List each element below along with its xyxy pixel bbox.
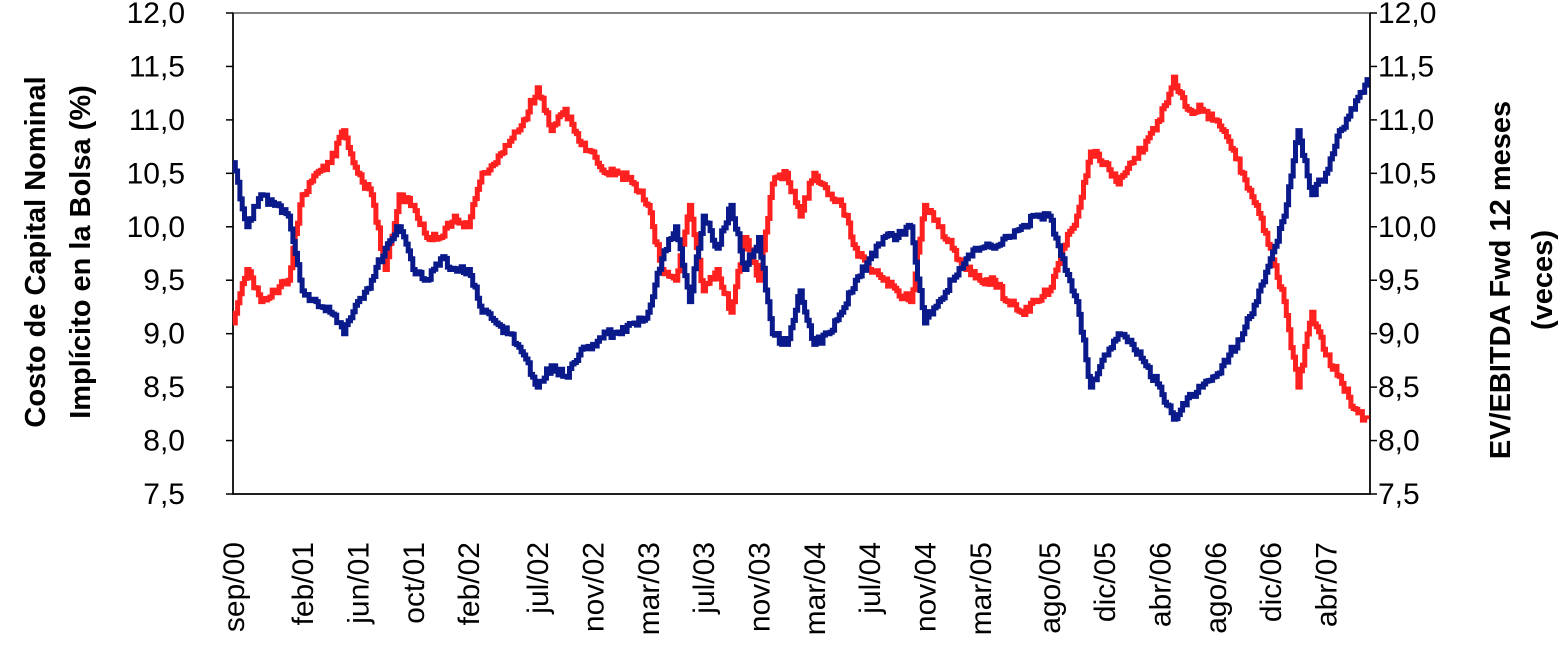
left-tick-label: 7,5 bbox=[143, 478, 185, 511]
x-tick-label: abr/07 bbox=[1311, 542, 1344, 627]
left-axis-title-line1: Costo de Capital Nominal bbox=[20, 76, 52, 427]
left-tick-label: 12,0 bbox=[127, 0, 185, 30]
right-tick-label: 12,0 bbox=[1378, 0, 1436, 30]
left-tick-label: 10,0 bbox=[127, 211, 185, 244]
left-tick-label: 8,0 bbox=[143, 425, 185, 458]
right-tick-label: 11,5 bbox=[1378, 50, 1434, 83]
series-line-ev-ebitda bbox=[232, 77, 1370, 422]
x-tick-label: ago/06 bbox=[1200, 542, 1233, 634]
right-axis-title-line2: (veces) bbox=[1527, 230, 1559, 330]
right-tick-label: 7,5 bbox=[1378, 478, 1420, 511]
right-axis-title-line1: EV/EBITDA Fwd 12 meses bbox=[1485, 101, 1517, 459]
left-tick-label: 11,5 bbox=[129, 50, 185, 83]
x-tick-label: mar/04 bbox=[799, 542, 832, 635]
right-tick-label: 10,0 bbox=[1378, 211, 1436, 244]
plot-area-frame bbox=[232, 12, 1371, 495]
right-tick-label: 10,5 bbox=[1378, 157, 1436, 190]
x-tick-label: jun/01 bbox=[343, 542, 376, 625]
right-tick-label: 9,0 bbox=[1378, 318, 1420, 351]
left-tick-label: 9,0 bbox=[143, 318, 185, 351]
x-tick-label: abr/06 bbox=[1145, 542, 1178, 627]
x-axis-ticks: sep/00 feb/01 jun/01 oct/01 feb/02 jul/02 nov/… bbox=[218, 542, 1344, 635]
right-tick-label: 8,5 bbox=[1378, 371, 1420, 404]
x-tick-label: mar/05 bbox=[965, 542, 998, 635]
left-tick-label: 10,5 bbox=[127, 157, 185, 190]
x-tick-label: oct/01 bbox=[398, 542, 431, 624]
x-tick-label: jul/04 bbox=[854, 542, 887, 615]
x-tick-label: feb/01 bbox=[287, 542, 320, 625]
right-tick-label: 8,0 bbox=[1378, 425, 1420, 458]
left-axis-title-line2: Implícito en la Bolsa (%) bbox=[65, 85, 97, 419]
x-tick-label: sep/00 bbox=[218, 542, 251, 632]
x-tick-label: dic/06 bbox=[1255, 542, 1288, 622]
series-layer bbox=[232, 74, 1370, 423]
x-tick-label: ago/05 bbox=[1034, 542, 1067, 634]
left-tick-label: 8,5 bbox=[143, 371, 185, 404]
x-tick-label: nov/03 bbox=[744, 542, 777, 632]
x-tick-label: dic/05 bbox=[1089, 542, 1122, 622]
right-tick-label: 9,5 bbox=[1378, 264, 1420, 297]
x-tick-label: feb/02 bbox=[453, 542, 486, 625]
x-tick-label: nov/04 bbox=[910, 542, 943, 632]
left-tick-label: 11,0 bbox=[129, 104, 185, 137]
x-tick-label: jul/03 bbox=[688, 542, 721, 615]
left-tick-label: 9,5 bbox=[143, 264, 185, 297]
right-axis-ticks: 12,0 11,5 11,0 10,5 10,0 9,5 9,0 8,5 8,0 7,5 bbox=[1370, 0, 1436, 511]
x-tick-label: jul/02 bbox=[522, 542, 555, 615]
x-tick-label: nov/02 bbox=[578, 542, 611, 632]
series-line-cost-of-capital bbox=[232, 74, 1370, 423]
left-axis-ticks: 12,0 11,5 11,0 10,5 10,0 9,5 9,0 8,5 8,0 7,5 bbox=[127, 0, 233, 511]
x-tick-label: mar/03 bbox=[633, 542, 666, 635]
right-tick-label: 11,0 bbox=[1378, 104, 1434, 137]
